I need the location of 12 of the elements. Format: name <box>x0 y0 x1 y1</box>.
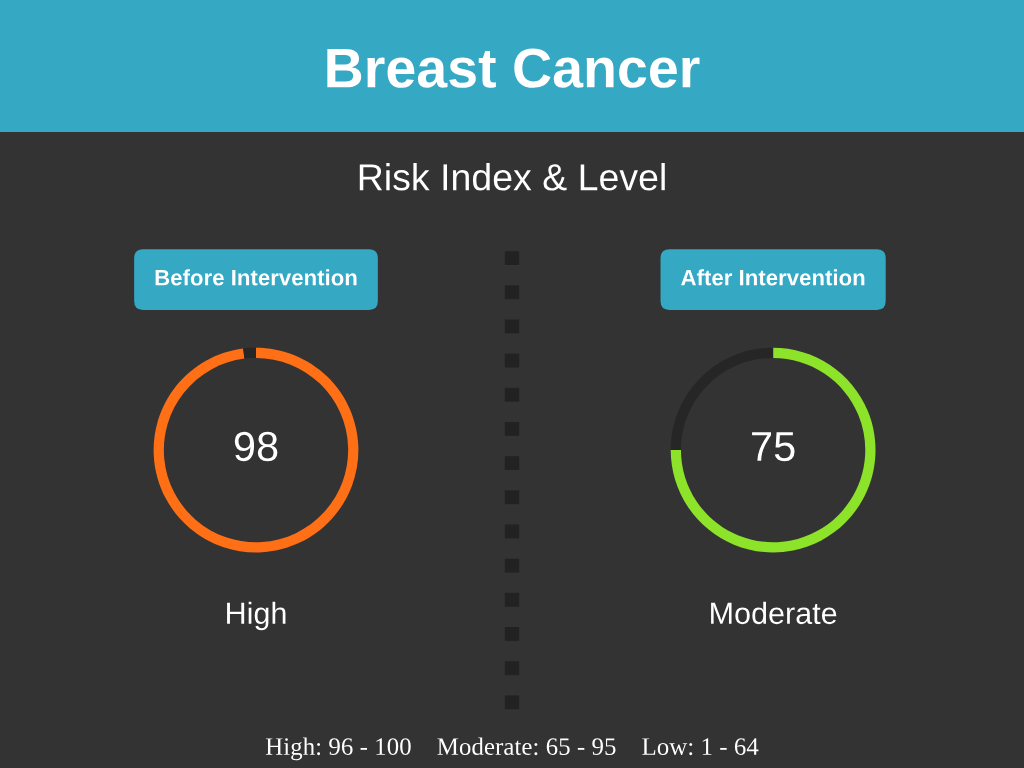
text: Risk Index & Level <box>359 163 665 191</box>
donut-slice <box>670 347 876 553</box>
chart-title: After Intervention <box>681 269 865 286</box>
data-label: 98 <box>234 431 278 462</box>
chart-title: Before Intervention <box>155 269 357 286</box>
text: High: 96 - 100 Moderate: 65 - 95 Low: 1 - 64 <box>265 737 759 761</box>
text: High <box>227 601 286 631</box>
donut-slice <box>243 347 256 359</box>
donut-slice <box>153 347 359 553</box>
text: Breast Cancer <box>327 48 700 88</box>
text: Moderate <box>711 601 837 625</box>
data-label: 75 <box>752 432 795 462</box>
